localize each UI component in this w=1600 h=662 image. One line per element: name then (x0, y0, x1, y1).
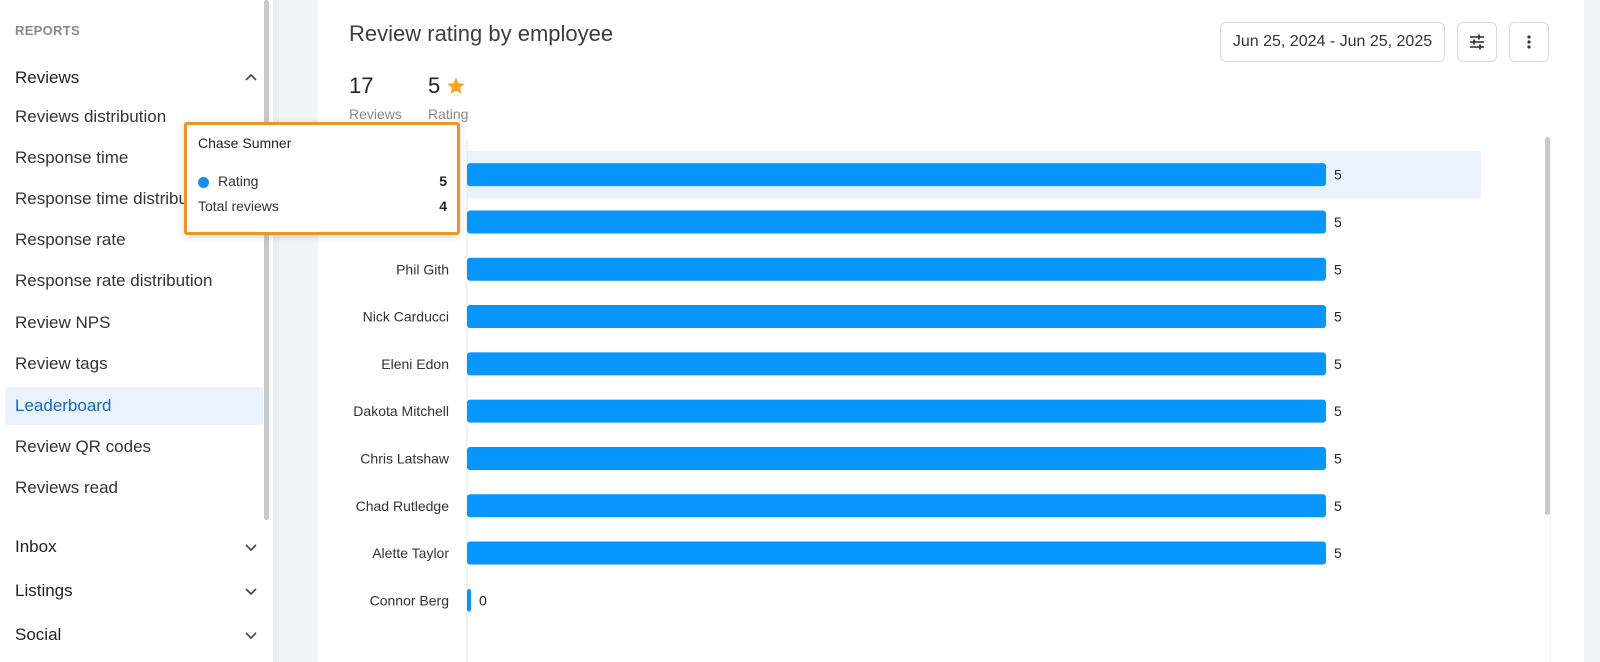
rating-label: Rating (428, 106, 469, 122)
category-tick-label: Connor Berg (370, 592, 449, 608)
sidebar-item-label: Review NPS (15, 313, 111, 332)
bar-data-label: 5 (1334, 498, 1342, 514)
category-tick-label: Nick Carducci (363, 309, 449, 325)
chart-tooltip: Chase Sumner Rating 5 Total reviews 4 (184, 122, 460, 235)
report-card: Review rating by employee Jun 25, 2024 -… (318, 0, 1584, 662)
bar-data-label: 5 (1334, 356, 1342, 372)
bar-data-label: 5 (1334, 167, 1342, 183)
date-range-button[interactable]: Jun 25, 2024 - Jun 25, 2025 (1220, 22, 1445, 62)
chart-scrollbar-track (1550, 137, 1551, 662)
sidebar-item-label: Response rate distribution (15, 271, 213, 290)
category-tick-label: Alette Taylor (372, 545, 449, 561)
sidebar-scrollbar-thumb[interactable] (264, 0, 269, 520)
rating-value: 5 (428, 73, 441, 98)
sidebar-item-reviews-distribution[interactable]: Reviews distribution (5, 98, 263, 136)
sidebar-group-label: Listings (15, 581, 73, 600)
sidebar-item-response-time-distribution[interactable]: Response time distribution (5, 180, 263, 218)
sidebar-item-response-rate-distribution[interactable]: Response rate distribution (5, 262, 263, 300)
bar-data-label: 5 (1334, 545, 1342, 561)
series-marker-icon (198, 176, 209, 188)
sidebar-item-label: Response rate (15, 230, 126, 249)
tooltip-row-label: Total reviews (198, 198, 279, 214)
sidebar-item-label: Leaderboard (15, 396, 112, 415)
chevron-down-icon (240, 624, 262, 646)
chart-bar[interactable] (467, 588, 471, 612)
sidebar-group-label: Social (15, 625, 62, 644)
chevron-up-icon (240, 67, 262, 89)
sidebar-group-label: Inbox (15, 537, 57, 556)
sidebar-item-label: Review tags (15, 354, 108, 373)
tooltip-row-value: 5 (439, 173, 447, 189)
chart-bar[interactable] (467, 257, 1326, 281)
sidebar-item-review-qr-codes[interactable]: Review QR codes (5, 428, 263, 466)
rating-stat: 5 (428, 73, 466, 99)
sidebar-item-label: Review QR codes (15, 437, 152, 456)
sliders-icon (1470, 34, 1484, 50)
chart-bar[interactable] (467, 494, 1326, 518)
sidebar-item-label: Response time distribution (15, 189, 216, 208)
sidebar-item-label: Response time (15, 148, 129, 167)
tooltip-row-total-reviews: Total reviews 4 (198, 196, 447, 216)
sidebar: REPORTS Reviews Reviews distribution Res… (0, 0, 279, 662)
sidebar-item-leaderboard[interactable]: Leaderboard (5, 387, 263, 425)
card-title: Review rating by employee (349, 21, 614, 46)
more-options-button[interactable] (1509, 22, 1549, 62)
chart-bar[interactable] (467, 352, 1326, 376)
category-tick-label: Phil Gith (396, 261, 449, 277)
chevron-down-icon (240, 580, 262, 602)
sidebar-scrollbar-track[interactable] (273, 0, 279, 662)
sidebar-item-label: Reviews distribution (15, 107, 167, 126)
bar-data-label: 5 (1334, 261, 1342, 277)
star-icon (447, 77, 465, 94)
more-vertical-icon (1527, 35, 1531, 49)
reviews-count-label: Reviews (349, 106, 402, 122)
chart-bar[interactable] (467, 305, 1326, 329)
category-tick-label: Chris Latshaw (360, 450, 450, 466)
chart-bar[interactable] (467, 399, 1326, 423)
sidebar-section-title: REPORTS (15, 23, 80, 38)
sidebar-group-listings[interactable]: Listings (15, 575, 262, 607)
sidebar-group-inbox[interactable]: Inbox (15, 531, 262, 563)
bar-chart: 5 5 5 Phil Gith 5 Nick Carducci 5 Eleni Edon 5 Da… (353, 140, 1481, 662)
tooltip-row-value: 4 (439, 198, 447, 214)
chart-bar[interactable] (467, 163, 1326, 187)
bar-data-label: 5 (1334, 450, 1342, 466)
bar-data-label: 5 (1334, 309, 1342, 325)
category-tick-label: Eleni Edon (381, 356, 449, 372)
category-tick-label: Chad Rutledge (356, 498, 450, 514)
chevron-down-icon (240, 536, 262, 558)
sidebar-item-reviews-read[interactable]: Reviews read (5, 469, 263, 507)
bar-data-label: 5 (1334, 214, 1342, 230)
sidebar-item-label: Reviews read (15, 478, 118, 497)
tooltip-row-label-wrap: Rating (198, 173, 258, 189)
bar-data-label: 0 (479, 592, 487, 608)
sidebar-item-review-nps[interactable]: Review NPS (5, 304, 263, 342)
filter-button[interactable] (1457, 22, 1497, 62)
bar-data-label: 5 (1334, 403, 1342, 419)
sidebar-group-reviews[interactable]: Reviews (15, 62, 262, 94)
chart-bar[interactable] (467, 210, 1326, 234)
tooltip-row-rating: Rating 5 (198, 171, 447, 191)
sidebar-group-label: Reviews (15, 68, 80, 87)
tooltip-title: Chase Sumner (198, 135, 292, 151)
sidebar-item-response-time[interactable]: Response time (5, 139, 263, 177)
category-tick-label: Dakota Mitchell (353, 403, 449, 419)
sidebar-group-social[interactable]: Social (15, 619, 262, 651)
chart-bar[interactable] (467, 541, 1326, 565)
sidebar-item-response-rate[interactable]: Response rate (5, 221, 263, 259)
chart-scrollbar-thumb[interactable] (1545, 137, 1550, 515)
sidebar-item-review-tags[interactable]: Review tags (5, 345, 263, 383)
tooltip-row-label: Rating (218, 173, 259, 189)
chart-bar[interactable] (467, 446, 1326, 470)
reviews-count: 17 (349, 73, 374, 98)
